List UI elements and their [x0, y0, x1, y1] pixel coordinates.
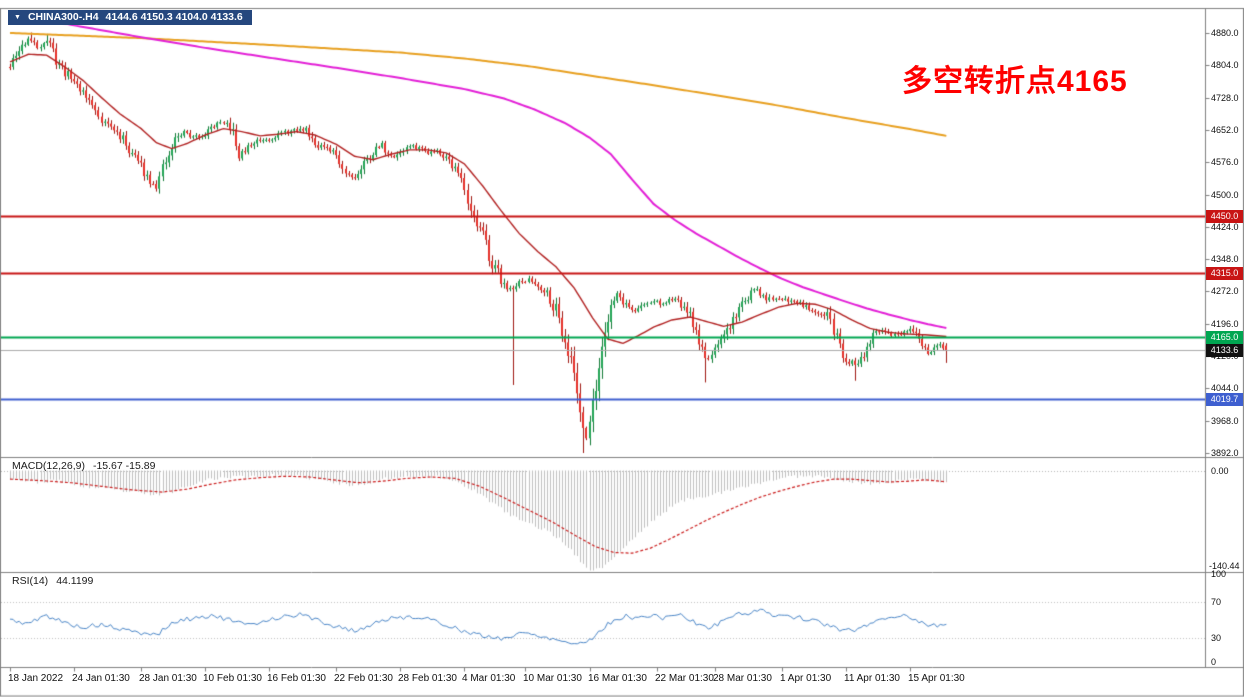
rsi-axis-label: 100	[1211, 569, 1227, 579]
time-axis-label: 4 Mar 01:30	[462, 673, 516, 684]
macd-values: -15.67 -15.89	[92, 460, 156, 472]
time-axis-label: 24 Jan 01:30	[72, 673, 130, 684]
time-axis-label: 22 Mar 01:30	[655, 673, 714, 684]
time-axis-label: 15 Apr 01:30	[908, 673, 965, 684]
price-level-badge: 4315.0	[1206, 267, 1243, 280]
price-axis-label: 4272.0	[1211, 286, 1239, 296]
time-axis-label: 16 Mar 01:30	[588, 673, 647, 684]
rsi-value: 44.1199	[56, 575, 94, 587]
price-axis-label: 4576.0	[1211, 157, 1239, 167]
time-axis-label: 28 Mar 01:30	[713, 673, 772, 684]
rsi-indicator-title: RSI(14) 44.1199	[12, 575, 93, 587]
rsi-axis-label: 30	[1211, 633, 1222, 643]
time-axis-label: 28 Feb 01:30	[398, 673, 457, 684]
price-level-badge: 4165.0	[1206, 331, 1243, 344]
price-axis-label: 4804.0	[1211, 60, 1239, 70]
time-axis-label: 22 Feb 01:30	[334, 673, 393, 684]
price-axis-label: 4424.0	[1211, 222, 1239, 232]
macd-axis-min-label: -140.44	[1209, 561, 1240, 571]
rsi-axis-label: 70	[1211, 597, 1222, 607]
time-axis[interactable]: 18 Jan 2022 24 Jan 01:30 28 Jan 01:30 10 Fe…	[0, 667, 1244, 697]
chart-annotation-text[interactable]: 多空转折点4165	[902, 65, 1128, 98]
price-axis-label: 4880.0	[1211, 28, 1239, 38]
time-axis-label: 16 Feb 01:30	[267, 673, 326, 684]
time-axis-label: 11 Apr 01:30	[844, 673, 900, 684]
price-level-badge: 4019.7	[1206, 393, 1243, 406]
price-axis-label: 3968.0	[1211, 416, 1239, 426]
price-axis-label: 3892.0	[1211, 448, 1239, 458]
current-price-badge: 4133.6	[1206, 344, 1243, 357]
price-axis-label: 4652.0	[1211, 125, 1239, 135]
symbol-period-label: CHINA300-.H4	[27, 11, 99, 23]
time-axis-label: 18 Jan 2022	[8, 673, 64, 684]
rsi-axis-label: 0	[1211, 657, 1217, 667]
time-axis-label: 28 Jan 01:30	[139, 673, 197, 684]
time-axis-label: 10 Mar 01:30	[523, 673, 582, 684]
macd-axis-zero-label: 0.00	[1211, 466, 1229, 476]
price-axis-label: 4728.0	[1211, 93, 1239, 103]
chart-title-bar[interactable]: ▼ CHINA300-.H4 4144.6 4150.3 4104.0 4133…	[8, 10, 252, 25]
price-axis-label: 4196.0	[1211, 319, 1239, 329]
rsi-name: RSI(14)	[12, 575, 49, 587]
ohlc-values: 4144.6 4150.3 4104.0 4133.6	[105, 11, 243, 23]
price-level-badge: 4450.0	[1206, 210, 1243, 223]
time-axis-label: 10 Feb 01:30	[203, 673, 262, 684]
macd-indicator-title: MACD(12,26,9) -15.67 -15.89	[12, 460, 155, 472]
macd-name: MACD(12,26,9)	[12, 460, 85, 472]
price-axis-label: 4500.0	[1211, 190, 1239, 200]
price-axis-label: 4348.0	[1211, 254, 1239, 264]
collapse-triangle-icon[interactable]: ▼	[14, 13, 21, 21]
time-axis-label: 1 Apr 01:30	[780, 673, 832, 684]
price-axis[interactable]: 4880.0 4804.0 4728.0 4652.0 4576.0 4500.0 4424…	[1205, 0, 1244, 667]
price-axis-label: 4044.0	[1211, 383, 1239, 393]
